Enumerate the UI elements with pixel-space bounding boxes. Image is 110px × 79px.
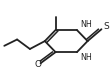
Text: S: S [104, 22, 109, 31]
Text: NH: NH [81, 53, 92, 62]
Text: O: O [35, 60, 42, 69]
Text: NH: NH [81, 20, 92, 29]
